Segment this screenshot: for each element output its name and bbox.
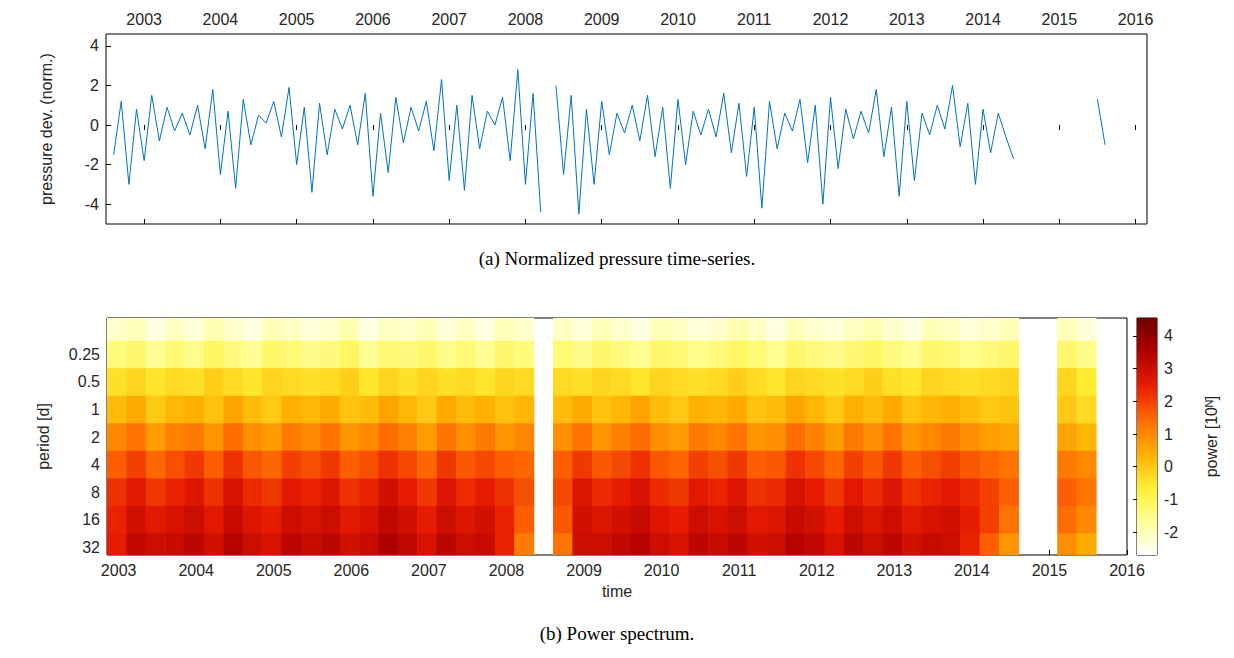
- svg-text:time: time: [602, 583, 632, 600]
- svg-text:4: 4: [1164, 327, 1173, 344]
- svg-text:0.5: 0.5: [78, 373, 100, 390]
- svg-text:2: 2: [90, 77, 99, 94]
- svg-text:2: 2: [91, 429, 100, 446]
- svg-text:2016: 2016: [1118, 11, 1154, 28]
- svg-text:0: 0: [1164, 458, 1173, 475]
- svg-text:2015: 2015: [1032, 562, 1068, 579]
- svg-text:2010: 2010: [660, 11, 696, 28]
- svg-text:2005: 2005: [279, 11, 315, 28]
- svg-text:16: 16: [82, 511, 100, 528]
- svg-text:1: 1: [91, 401, 100, 418]
- svg-text:2013: 2013: [889, 11, 925, 28]
- svg-text:(b) Power spectrum.: (b) Power spectrum.: [540, 623, 695, 645]
- svg-text:2009: 2009: [584, 11, 620, 28]
- svg-text:-2: -2: [85, 156, 99, 173]
- svg-text:2007: 2007: [431, 11, 467, 28]
- svg-text:2012: 2012: [813, 11, 849, 28]
- svg-text:2007: 2007: [411, 562, 447, 579]
- svg-text:2: 2: [1164, 393, 1173, 410]
- svg-text:2011: 2011: [737, 11, 772, 28]
- svg-text:2003: 2003: [126, 11, 162, 28]
- svg-text:1: 1: [1164, 426, 1173, 443]
- svg-text:0.25: 0.25: [69, 346, 100, 363]
- svg-text:2014: 2014: [954, 562, 990, 579]
- svg-text:(a) Normalized pressure time-s: (a) Normalized pressure time-series.: [479, 248, 755, 270]
- svg-text:2014: 2014: [965, 11, 1001, 28]
- svg-text:2005: 2005: [256, 562, 292, 579]
- svg-text:-2: -2: [1164, 524, 1178, 541]
- svg-text:2012: 2012: [799, 562, 835, 579]
- svg-text:2010: 2010: [644, 562, 680, 579]
- svg-text:2011: 2011: [722, 562, 757, 579]
- svg-text:2003: 2003: [101, 562, 137, 579]
- svg-text:2015: 2015: [1041, 11, 1077, 28]
- svg-text:-4: -4: [85, 196, 99, 213]
- svg-text:2004: 2004: [178, 562, 214, 579]
- svg-text:2009: 2009: [566, 562, 602, 579]
- svg-text:32: 32: [82, 539, 100, 556]
- svg-text:2006: 2006: [334, 562, 370, 579]
- svg-text:2004: 2004: [203, 11, 239, 28]
- svg-text:pressure dev. (norm.): pressure dev. (norm.): [38, 53, 55, 205]
- svg-text:8: 8: [91, 484, 100, 501]
- svg-text:0: 0: [90, 117, 99, 134]
- svg-text:2006: 2006: [355, 11, 391, 28]
- svg-text:-1: -1: [1164, 491, 1178, 508]
- svg-text:3: 3: [1164, 360, 1173, 377]
- svg-text:2008: 2008: [489, 562, 525, 579]
- svg-text:2008: 2008: [508, 11, 544, 28]
- svg-text:period [d]: period [d]: [35, 403, 52, 470]
- svg-text:power [10ᴺ]: power [10ᴺ]: [1203, 396, 1220, 478]
- svg-text:4: 4: [90, 37, 99, 54]
- svg-text:2016: 2016: [1109, 562, 1145, 579]
- svg-text:2013: 2013: [877, 562, 913, 579]
- svg-text:4: 4: [91, 456, 100, 473]
